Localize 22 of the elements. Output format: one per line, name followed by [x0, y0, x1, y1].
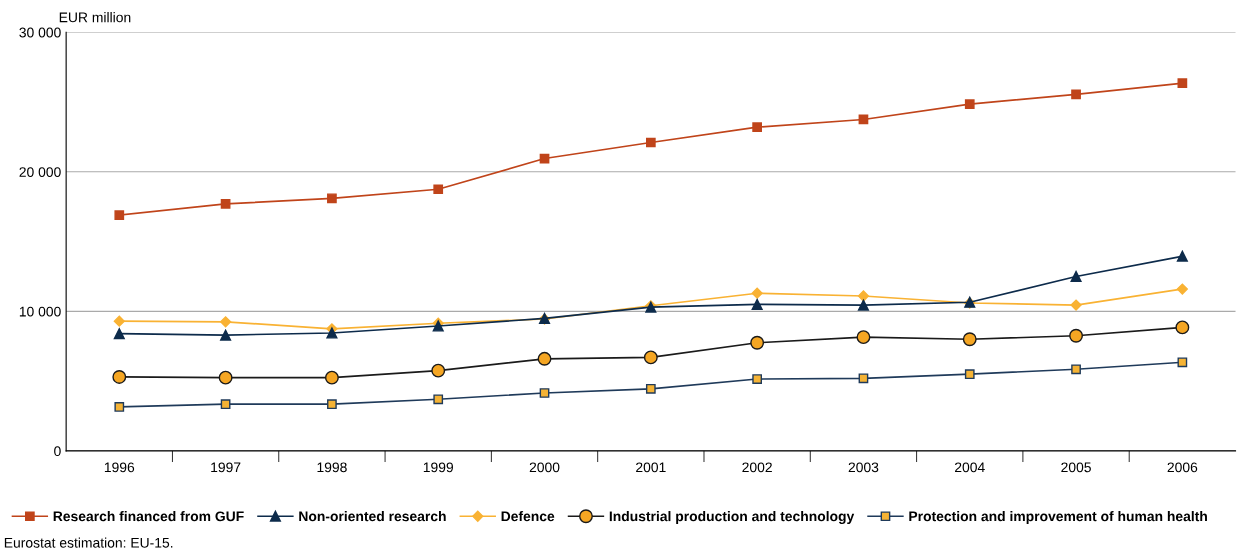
- legend-label: Defence: [501, 511, 555, 522]
- legend-label: Research financed from GUF: [53, 511, 244, 522]
- x-tick-label: 1998: [317, 462, 347, 473]
- x-tick-label: 1997: [211, 462, 241, 473]
- x-tick-label: 1999: [423, 462, 454, 473]
- y-tick-label: 0: [54, 446, 61, 457]
- x-tick-label: 2001: [636, 462, 666, 473]
- y-tick-label: 20 000: [19, 167, 61, 177]
- x-tick-label: 1996: [104, 462, 135, 473]
- x-tick-label: 2002: [742, 462, 772, 473]
- legend-label: Non-oriented research: [299, 511, 446, 522]
- legend-label: Protection and improvement of human health: [909, 511, 1207, 524]
- x-tick-label: 2006: [1167, 462, 1198, 473]
- x-tick-label: 2004: [955, 462, 985, 473]
- y-tick-label: 30 000: [19, 27, 61, 38]
- y-tick-label: 10 000: [19, 306, 61, 317]
- y-axis-title: EUR million: [59, 12, 131, 23]
- x-tick-label: 2005: [1061, 462, 1091, 473]
- x-tick-label: 2000: [529, 462, 560, 473]
- text: Eurostat estimation: EU-15.: [4, 537, 173, 548]
- x-tick-label: 2003: [848, 462, 879, 473]
- legend-label: Industrial production and technology: [609, 511, 855, 525]
